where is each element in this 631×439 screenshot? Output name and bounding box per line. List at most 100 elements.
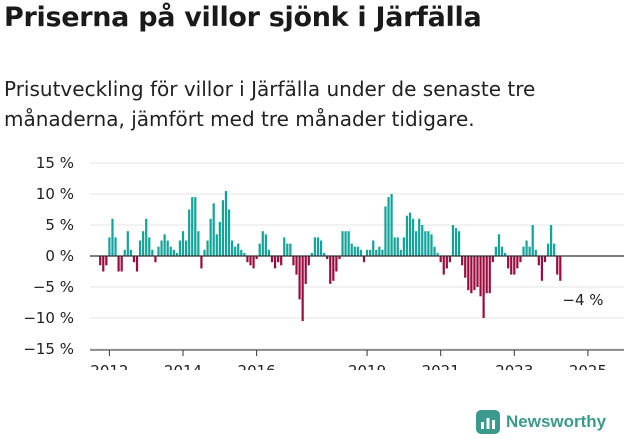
bar [126,231,129,256]
y-tick-label: −15 % [23,340,74,358]
bar [255,256,258,260]
bar [313,237,317,256]
bar [372,240,375,256]
bar [117,256,120,272]
bar [157,246,160,256]
bar [252,256,255,269]
x-tick-label: 2023 [495,362,533,370]
bar [418,218,421,256]
bar [267,249,271,256]
bar [289,243,292,256]
bar [543,256,547,263]
bar [491,256,494,263]
bar [396,237,399,256]
bar [277,256,280,263]
bar [188,209,191,256]
bar [175,252,178,256]
x-tick-label: 2016 [238,362,276,370]
bar [215,234,218,256]
bar [111,218,114,256]
x-tick-label: 2014 [164,362,202,370]
bar [160,240,163,256]
bar [108,237,111,256]
bar [338,256,341,260]
bar [286,243,289,256]
newsworthy-logo-icon [476,410,500,434]
bar [209,218,212,256]
bar [537,256,540,266]
bar [264,234,267,256]
bar [411,218,415,256]
bar [148,237,151,256]
bar [169,246,172,256]
last-value-annotation: −4 % [562,291,603,309]
bar [405,215,409,256]
bar [461,256,464,266]
bar [178,240,182,256]
bar [531,225,534,256]
x-tick-label: 2012 [90,362,128,370]
bar [402,237,405,256]
bar [430,234,433,256]
bar [145,218,148,256]
bar [442,256,445,275]
bar [102,256,105,272]
bar [221,200,225,256]
bar [556,256,559,275]
bar [540,256,544,281]
y-tick-label: −5 % [33,278,74,296]
bar [356,246,359,256]
bar [445,256,448,269]
bar [114,237,117,256]
bar [123,249,126,256]
bar [163,234,166,256]
bar [424,231,427,256]
bar [135,256,139,272]
bar [218,221,221,256]
bar [421,225,424,256]
bar [433,246,436,256]
bar [362,256,366,263]
bar [132,256,136,263]
bar [206,240,209,256]
bar [295,256,298,275]
bar [258,243,261,256]
bar [451,225,455,256]
bar [408,212,412,256]
bar [528,246,531,256]
bar [553,243,556,256]
bar [439,256,442,263]
y-tick-label: 10 % [36,185,74,203]
bar [249,256,252,266]
bar [246,256,249,263]
bar [304,256,307,284]
bar [197,231,200,256]
chart-subtitle: Prisutveckling för villor i Järfälla und… [4,77,536,131]
bar [347,231,350,256]
bar [488,256,491,294]
bar [181,231,185,256]
bar [473,256,476,291]
bar [191,197,194,256]
bar [292,256,295,266]
bar [301,256,304,322]
bar [470,256,473,294]
brand-name: Newsworthy [506,412,607,431]
bar [280,256,283,266]
bar [427,231,430,256]
bar [550,225,553,256]
bar [384,206,387,256]
y-tick-label: 0 % [45,247,74,265]
bar [497,234,501,256]
bar [184,240,188,256]
bar [316,237,320,256]
x-tick-label: 2025 [569,362,607,370]
bar [326,256,329,260]
bar [319,240,323,256]
bar [307,256,310,266]
bar [261,231,264,256]
bar [283,237,286,256]
bar [503,252,507,256]
bar-chart: 15 % 10 % 5 % 0 % −5 % −10 % −15 % 2012 2014 2016… [23,154,624,370]
bar [310,252,313,256]
